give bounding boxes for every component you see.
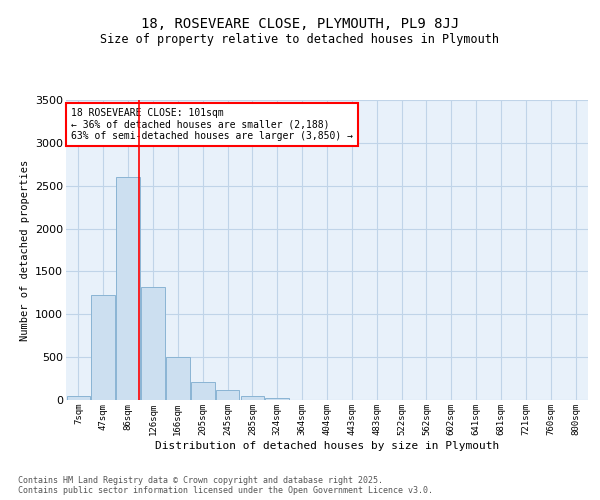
Bar <box>116 177 140 400</box>
Text: 18 ROSEVEARE CLOSE: 101sqm
← 36% of detached houses are smaller (2,188)
63% of s: 18 ROSEVEARE CLOSE: 101sqm ← 36% of deta… <box>71 108 353 140</box>
Text: Size of property relative to detached houses in Plymouth: Size of property relative to detached ho… <box>101 32 499 46</box>
Bar <box>191 382 215 400</box>
Bar <box>265 398 289 400</box>
Text: Contains HM Land Registry data © Crown copyright and database right 2025.: Contains HM Land Registry data © Crown c… <box>18 476 383 485</box>
Bar <box>241 396 264 400</box>
X-axis label: Distribution of detached houses by size in Plymouth: Distribution of detached houses by size … <box>155 440 499 450</box>
Bar <box>67 396 90 400</box>
Text: 18, ROSEVEARE CLOSE, PLYMOUTH, PL9 8JJ: 18, ROSEVEARE CLOSE, PLYMOUTH, PL9 8JJ <box>141 18 459 32</box>
Y-axis label: Number of detached properties: Number of detached properties <box>20 160 29 340</box>
Bar <box>91 296 115 400</box>
Bar <box>216 390 239 400</box>
Text: Contains public sector information licensed under the Open Government Licence v3: Contains public sector information licen… <box>18 486 433 495</box>
Bar <box>166 357 190 400</box>
Bar <box>141 287 165 400</box>
